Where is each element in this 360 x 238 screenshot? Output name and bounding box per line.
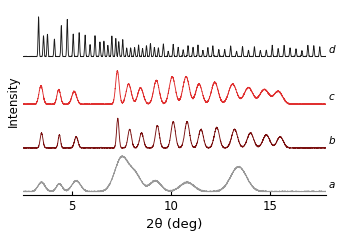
Text: c: c — [329, 92, 334, 102]
Text: b: b — [329, 136, 335, 146]
X-axis label: 2θ (deg): 2θ (deg) — [146, 218, 202, 231]
Text: d: d — [329, 45, 335, 55]
Y-axis label: Intensity: Intensity — [7, 75, 20, 127]
Text: a: a — [329, 180, 335, 190]
